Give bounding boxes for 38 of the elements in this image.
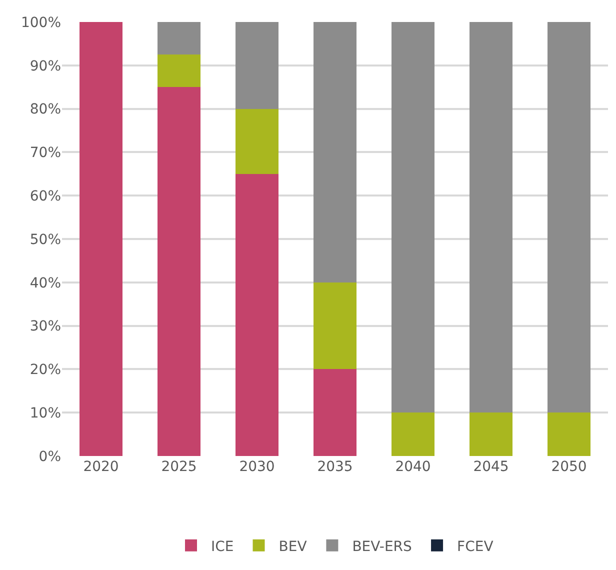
bar [80, 22, 122, 456]
x-tick-label: 2035 [317, 459, 353, 475]
y-tick-label: 70% [30, 145, 61, 162]
x-tick-label: 2020 [83, 459, 119, 475]
x-tick-label: 2030 [239, 459, 275, 475]
y-tick-label: 80% [30, 102, 61, 118]
y-tick-label: 60% [30, 188, 61, 204]
x-tick-label: 2040 [395, 459, 431, 475]
bar [470, 412, 512, 456]
x-tick-label: 2045 [473, 459, 509, 475]
bar [314, 22, 356, 282]
bar [158, 87, 200, 456]
bar [158, 22, 200, 55]
y-tick-label: 90% [30, 58, 61, 74]
y-tick-label: 100% [20, 14, 61, 31]
y-tick-label: 40% [30, 275, 61, 292]
y-tick-label: 10% [30, 406, 61, 422]
legend-label: ICE [211, 538, 234, 555]
bar [236, 108, 278, 174]
bar [314, 369, 356, 456]
legend-label: BEV [278, 538, 308, 555]
bar [470, 22, 512, 413]
bar [392, 412, 434, 456]
y-tick-label: 50% [30, 232, 61, 248]
y-tick-label: 20% [30, 362, 61, 378]
legend-label: BEV-ERS [352, 538, 412, 555]
y-tick-label: 0% [38, 448, 61, 465]
y-tick-label: 30% [30, 318, 61, 335]
bar [158, 54, 200, 88]
bar [314, 282, 356, 370]
bar [548, 22, 590, 413]
bar [236, 174, 278, 456]
bar [548, 412, 590, 456]
x-tick-label: 2025 [161, 459, 197, 475]
x-tick-label: 2050 [551, 459, 587, 475]
bar [236, 22, 278, 109]
legend-label: FCEV [457, 538, 494, 555]
bar [392, 22, 434, 413]
